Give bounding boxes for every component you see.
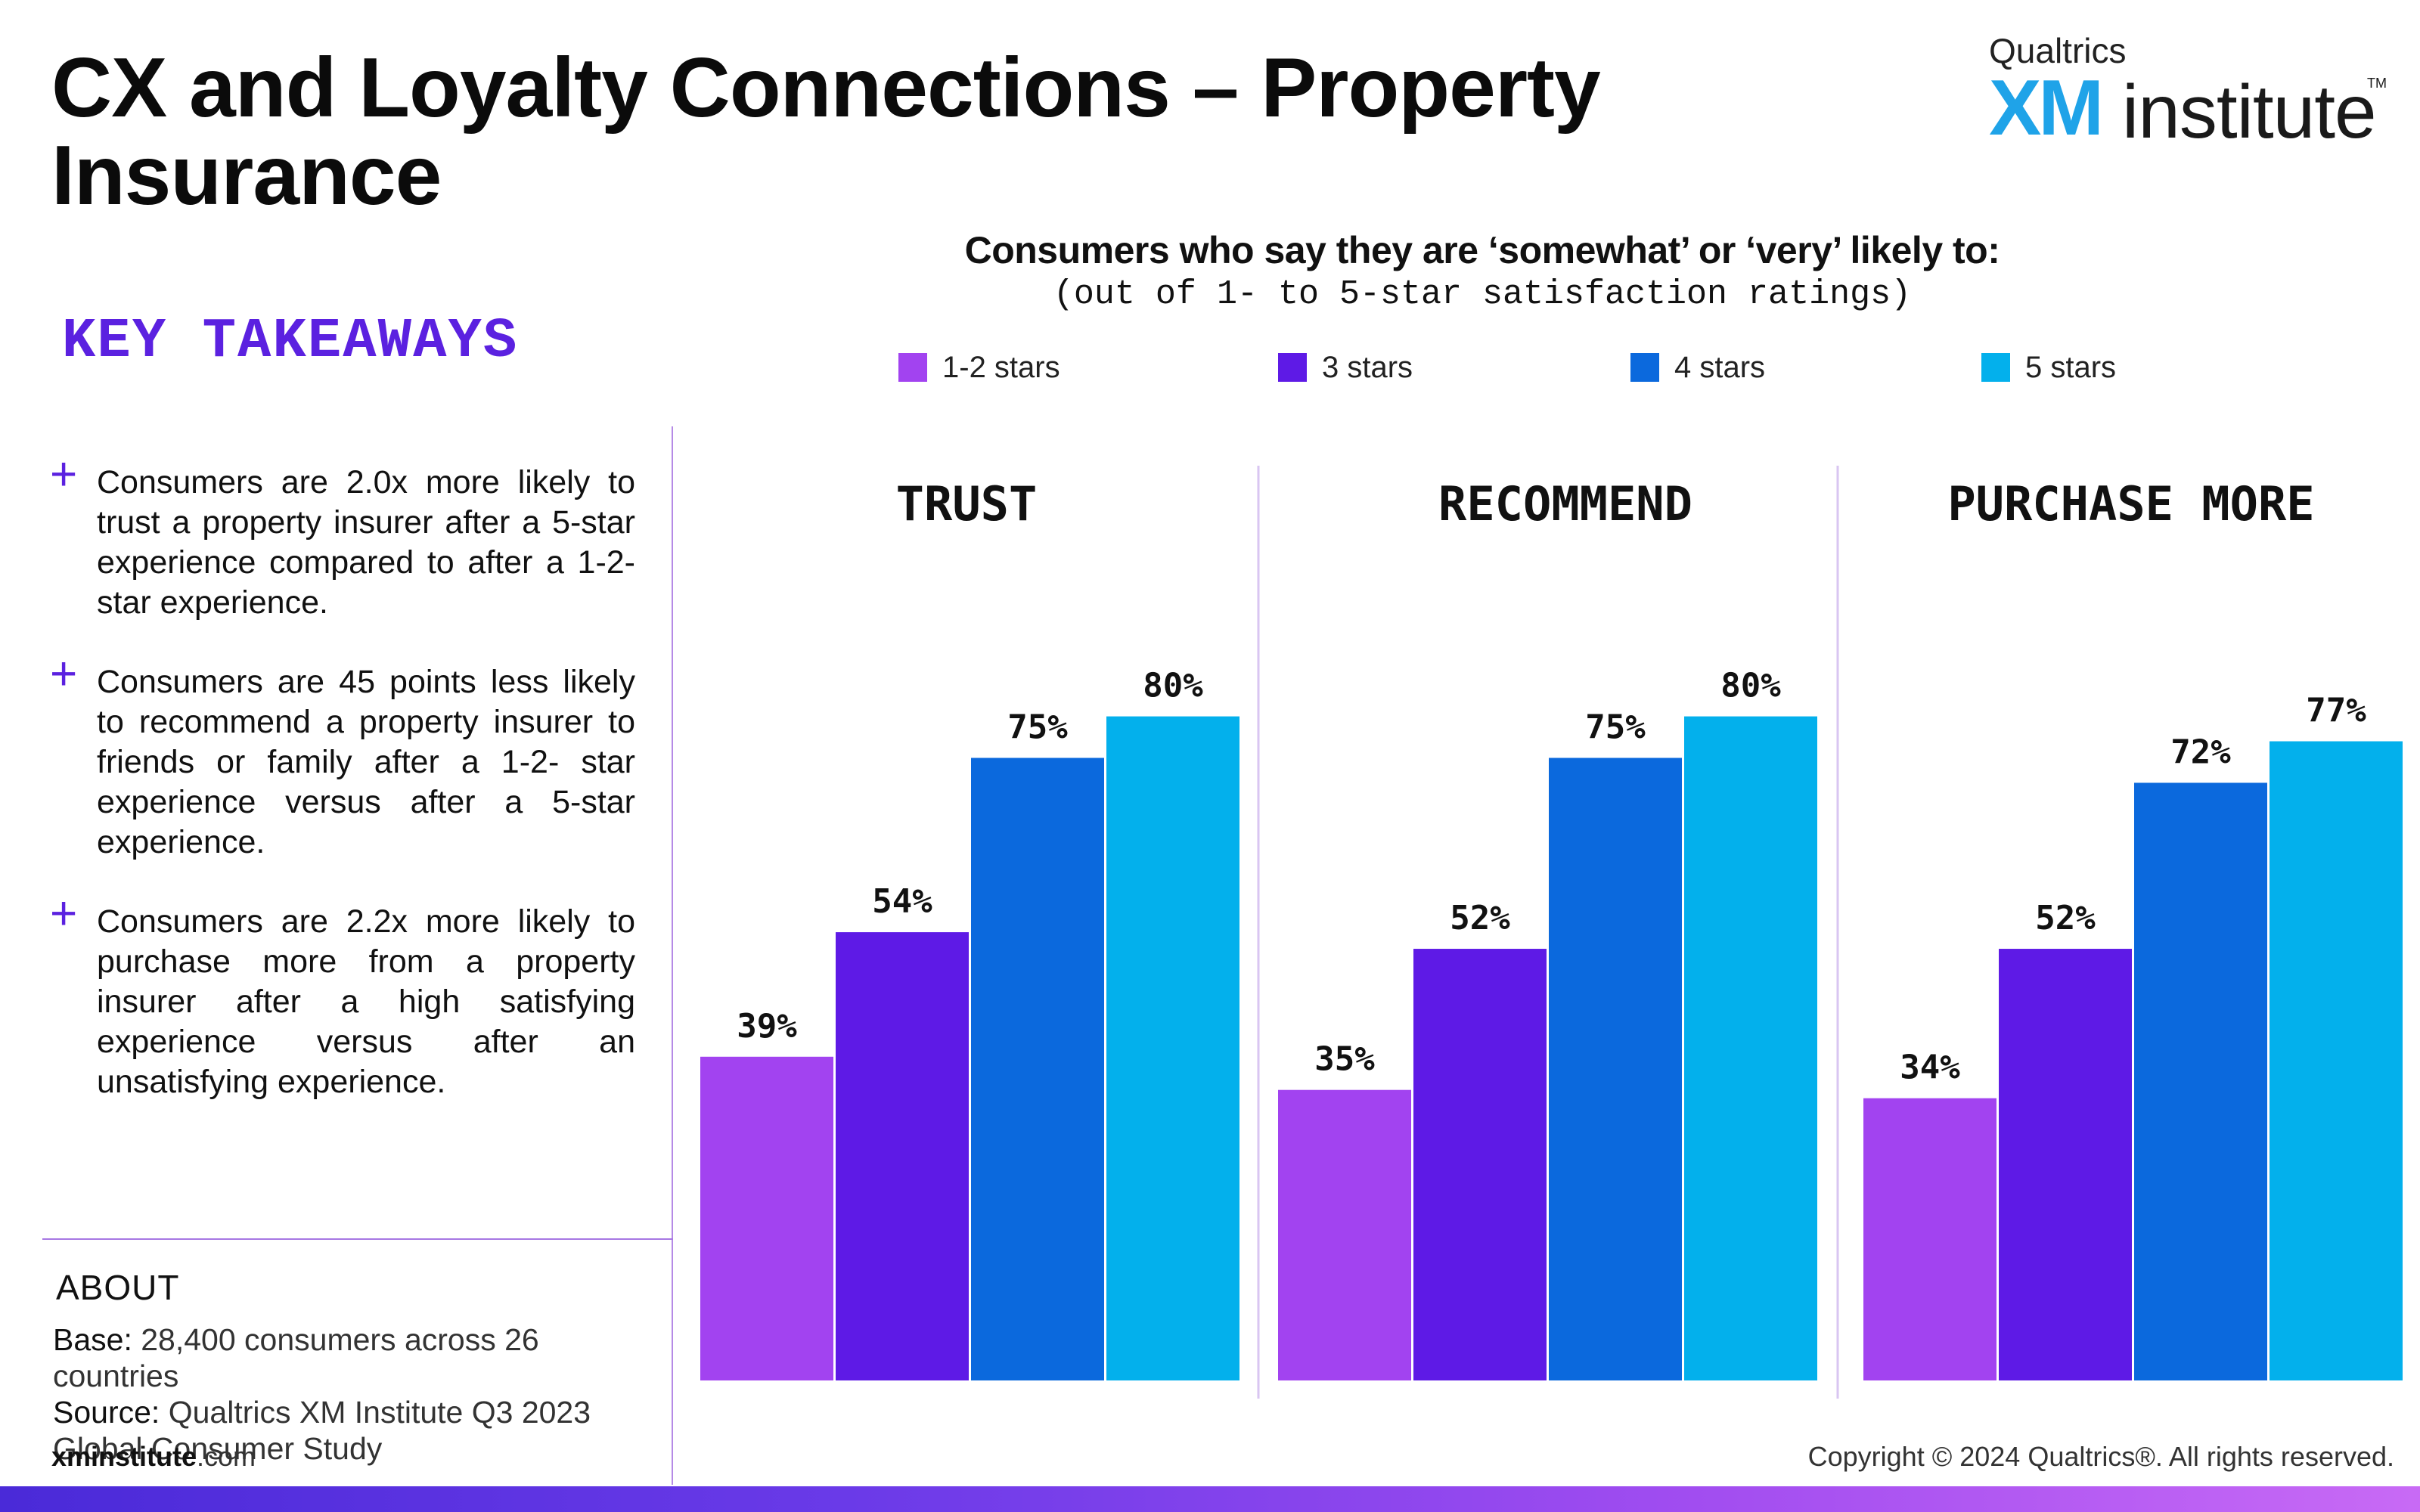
takeaway-item: + Consumers are 2.0x more likely to trus… [45,451,635,623]
data-label: 77% [2306,692,2366,730]
qualtrics-xm-institute-logo: Qualtrics XM institute TM [1989,30,2387,154]
vertical-divider [672,426,673,1485]
data-label: 39% [737,1007,797,1046]
data-label: 54% [872,882,932,921]
legend-label: 1-2 stars [942,350,1060,384]
site-url[interactable]: xminstitute.com [51,1441,256,1473]
copyright: Copyright © 2024 Qualtrics®. All rights … [1807,1441,2394,1472]
about-heading: ABOUT [56,1268,180,1307]
key-takeaways-heading: KEY TAKEAWAYS [62,310,519,373]
logo-qualtrics-text: Qualtrics [1989,31,2127,70]
bar [1278,1089,1411,1380]
legend-item: 5 stars [1981,350,2117,384]
data-label: 52% [2035,899,2096,937]
page-title: CX and Loyalty Connections – Property In… [51,41,1601,222]
legend-item: 4 stars [1630,350,1766,384]
data-label: 80% [1720,667,1781,705]
legend-swatch [1278,353,1307,382]
legend-label: 3 stars [1322,350,1413,384]
plus-icon: + [50,648,78,700]
legend-swatch [1630,353,1659,382]
bar [2270,741,2403,1380]
chart-title: Consumers who say they are ‘somewhat’ or… [964,229,2000,271]
panel-label: PURCHASE MORE [1947,476,2314,531]
data-label: 75% [1007,708,1068,747]
bar [700,1056,833,1380]
bar [1549,758,1682,1380]
bar [2134,782,2267,1380]
horizontal-divider [42,1238,673,1240]
takeaway-text: Consumers are 45 points less likely to r… [97,664,635,860]
logo-institute-text: institute [2122,70,2377,154]
takeaway-text: Consumers are 2.2x more likely to purcha… [97,903,635,1100]
panel-label: TRUST [896,476,1038,531]
bar [1106,716,1239,1380]
takeaway-item: + Consumers are 2.2x more likely to purc… [45,891,635,1102]
chart-subtitle: (out of 1- to 5-star satisfaction rating… [1053,275,1912,314]
legend-item: 1-2 stars [898,350,1060,384]
takeaway-item: + Consumers are 45 points less likely to… [45,651,635,863]
site-url-suffix: .com [197,1441,256,1472]
data-label: 35% [1314,1040,1375,1079]
data-label: 72% [2170,733,2231,771]
site-url-bold: xminstitute [51,1441,197,1472]
legend-label: 4 stars [1674,350,1766,384]
base-value: 28,400 consumers across 26 countries [53,1322,539,1393]
plus-icon: + [50,448,78,500]
data-label: 34% [1900,1049,1960,1087]
source-value: Qualtrics XM Institute Q3 2023 Global Co… [53,1395,591,1466]
bar [1413,949,1547,1380]
base-label: Base: [53,1322,132,1357]
source-label: Source: [53,1395,160,1430]
bar [1999,949,2132,1380]
data-label: 52% [1450,899,1510,937]
legend-swatch [1981,353,2010,382]
panel-label: RECOMMEND [1438,476,1692,531]
bar [971,758,1104,1380]
logo-trademark: TM [2367,76,2387,91]
legend-item: 3 stars [1278,350,1413,384]
logo-xm-text: XM [1989,64,2104,152]
bar [836,932,969,1380]
bottom-gradient-bar [0,1486,2420,1512]
plus-icon: + [50,888,78,940]
takeaways-list: + Consumers are 2.0x more likely to trus… [45,451,635,1142]
takeaway-text: Consumers are 2.0x more likely to trust … [97,464,635,621]
data-label: 80% [1143,667,1203,705]
about-text: Base: 28,400 consumers across 26 countri… [53,1321,658,1467]
data-label: 75% [1585,708,1646,747]
bar [1684,716,1817,1380]
legend-label: 5 stars [2025,350,2117,384]
legend-swatch [898,353,927,382]
bar [1863,1098,1996,1380]
